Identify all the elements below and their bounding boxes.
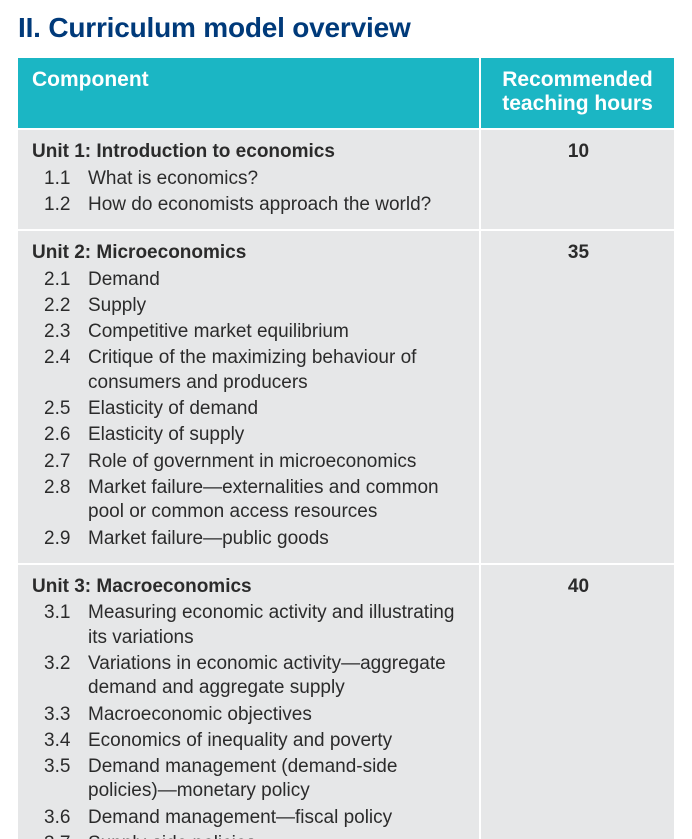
table-row: Unit 3: Macroeconomics3.1Measuring econo… — [18, 564, 674, 839]
unit-title: Unit 3: Macroeconomics — [32, 575, 467, 599]
topic-text: What is economics? — [88, 167, 467, 191]
topic-number: 3.2 — [44, 652, 88, 676]
topic-item: 3.4Economics of inequality and poverty — [44, 729, 467, 753]
topic-number: 2.4 — [44, 346, 88, 370]
topic-number: 2.1 — [44, 268, 88, 292]
topic-item: 2.3Competitive market equilibrium — [44, 320, 467, 344]
topic-text: Competitive market equilibrium — [88, 320, 467, 344]
topic-number: 3.6 — [44, 806, 88, 830]
topic-number: 3.1 — [44, 601, 88, 625]
topic-number: 2.9 — [44, 527, 88, 551]
cell-hours: 10 — [480, 129, 674, 230]
topic-text: Market failure—externalities and common … — [88, 476, 467, 525]
cell-hours: 35 — [480, 230, 674, 564]
topic-item: 2.6Elasticity of supply — [44, 423, 467, 447]
topic-number: 2.5 — [44, 397, 88, 421]
topic-item: 3.7Supply-side policies — [44, 832, 467, 839]
table-row: Unit 2: Microeconomics 2.1Demand2.2Supply… — [18, 230, 674, 564]
cell-component: Unit 3: Macroeconomics3.1Measuring econo… — [18, 564, 480, 839]
topic-item: 3.6Demand management—fiscal policy — [44, 806, 467, 830]
topic-item: 2.4Critique of the maximizing behaviour … — [44, 346, 467, 395]
topic-number: 3.7 — [44, 832, 88, 839]
topic-text: Market failure—public goods — [88, 527, 467, 551]
topic-text: Elasticity of supply — [88, 423, 467, 447]
topic-item: 3.5Demand management (demand-side polici… — [44, 755, 467, 804]
topic-item: 1.1What is economics? — [44, 167, 467, 191]
cell-hours: 40 — [480, 564, 674, 839]
topic-number: 3.3 — [44, 703, 88, 727]
topic-item: 2.5Elasticity of demand — [44, 397, 467, 421]
topic-text: Demand management—fiscal policy — [88, 806, 467, 830]
col-header-component: Component — [18, 58, 480, 129]
topic-text: Role of government in microeconomics — [88, 450, 467, 474]
topic-number: 2.3 — [44, 320, 88, 344]
curriculum-table: Component Recommended teaching hours Uni… — [18, 58, 674, 839]
cell-component: Unit 2: Microeconomics 2.1Demand2.2Supply… — [18, 230, 480, 564]
topic-number: 1.1 — [44, 167, 88, 191]
topic-text: Supply — [88, 294, 467, 318]
topic-item: 3.1Measuring economic activity and illus… — [44, 601, 467, 650]
cell-component: Unit 1: Introduction to economics 1.1What… — [18, 129, 480, 230]
table-header-row: Component Recommended teaching hours — [18, 58, 674, 129]
topic-number: 3.4 — [44, 729, 88, 753]
topic-item: 2.2Supply — [44, 294, 467, 318]
topic-item: 2.9Market failure—public goods — [44, 527, 467, 551]
topic-text: Demand management (demand-side policies)… — [88, 755, 467, 804]
topic-text: Measuring economic activity and illustra… — [88, 601, 467, 650]
topic-list: 3.1Measuring economic activity and illus… — [32, 601, 467, 839]
topic-number: 2.6 — [44, 423, 88, 447]
topic-text: Economics of inequality and poverty — [88, 729, 467, 753]
topic-item: 2.8Market failure—externalities and comm… — [44, 476, 467, 525]
section-heading: II. Curriculum model overview — [18, 12, 674, 44]
topic-text: Macroeconomic objectives — [88, 703, 467, 727]
topic-text: Demand — [88, 268, 467, 292]
unit-title: Unit 1: Introduction to economics — [32, 140, 467, 164]
topic-number: 2.8 — [44, 476, 88, 500]
topic-text: Variations in economic activity—aggregat… — [88, 652, 467, 701]
topic-text: Elasticity of demand — [88, 397, 467, 421]
topic-item: 1.2How do economists approach the world? — [44, 193, 467, 217]
topic-item: 2.1Demand — [44, 268, 467, 292]
topic-list: 1.1What is economics?1.2How do economist… — [32, 167, 467, 218]
topic-number: 3.5 — [44, 755, 88, 779]
col-header-hours: Recommended teaching hours — [480, 58, 674, 129]
topic-text: Supply-side policies — [88, 832, 467, 839]
topic-text: Critique of the maximizing behaviour of … — [88, 346, 467, 395]
topic-number: 2.2 — [44, 294, 88, 318]
unit-title: Unit 2: Microeconomics — [32, 241, 467, 265]
topic-number: 2.7 — [44, 450, 88, 474]
topic-item: 3.2Variations in economic activity—aggre… — [44, 652, 467, 701]
table-row: Unit 1: Introduction to economics 1.1What… — [18, 129, 674, 230]
topic-item: 3.3Macroeconomic objectives — [44, 703, 467, 727]
topic-number: 1.2 — [44, 193, 88, 217]
topic-text: How do economists approach the world? — [88, 193, 467, 217]
topic-list: 2.1Demand2.2Supply2.3Competitive market … — [32, 268, 467, 551]
topic-item: 2.7Role of government in microeconomics — [44, 450, 467, 474]
